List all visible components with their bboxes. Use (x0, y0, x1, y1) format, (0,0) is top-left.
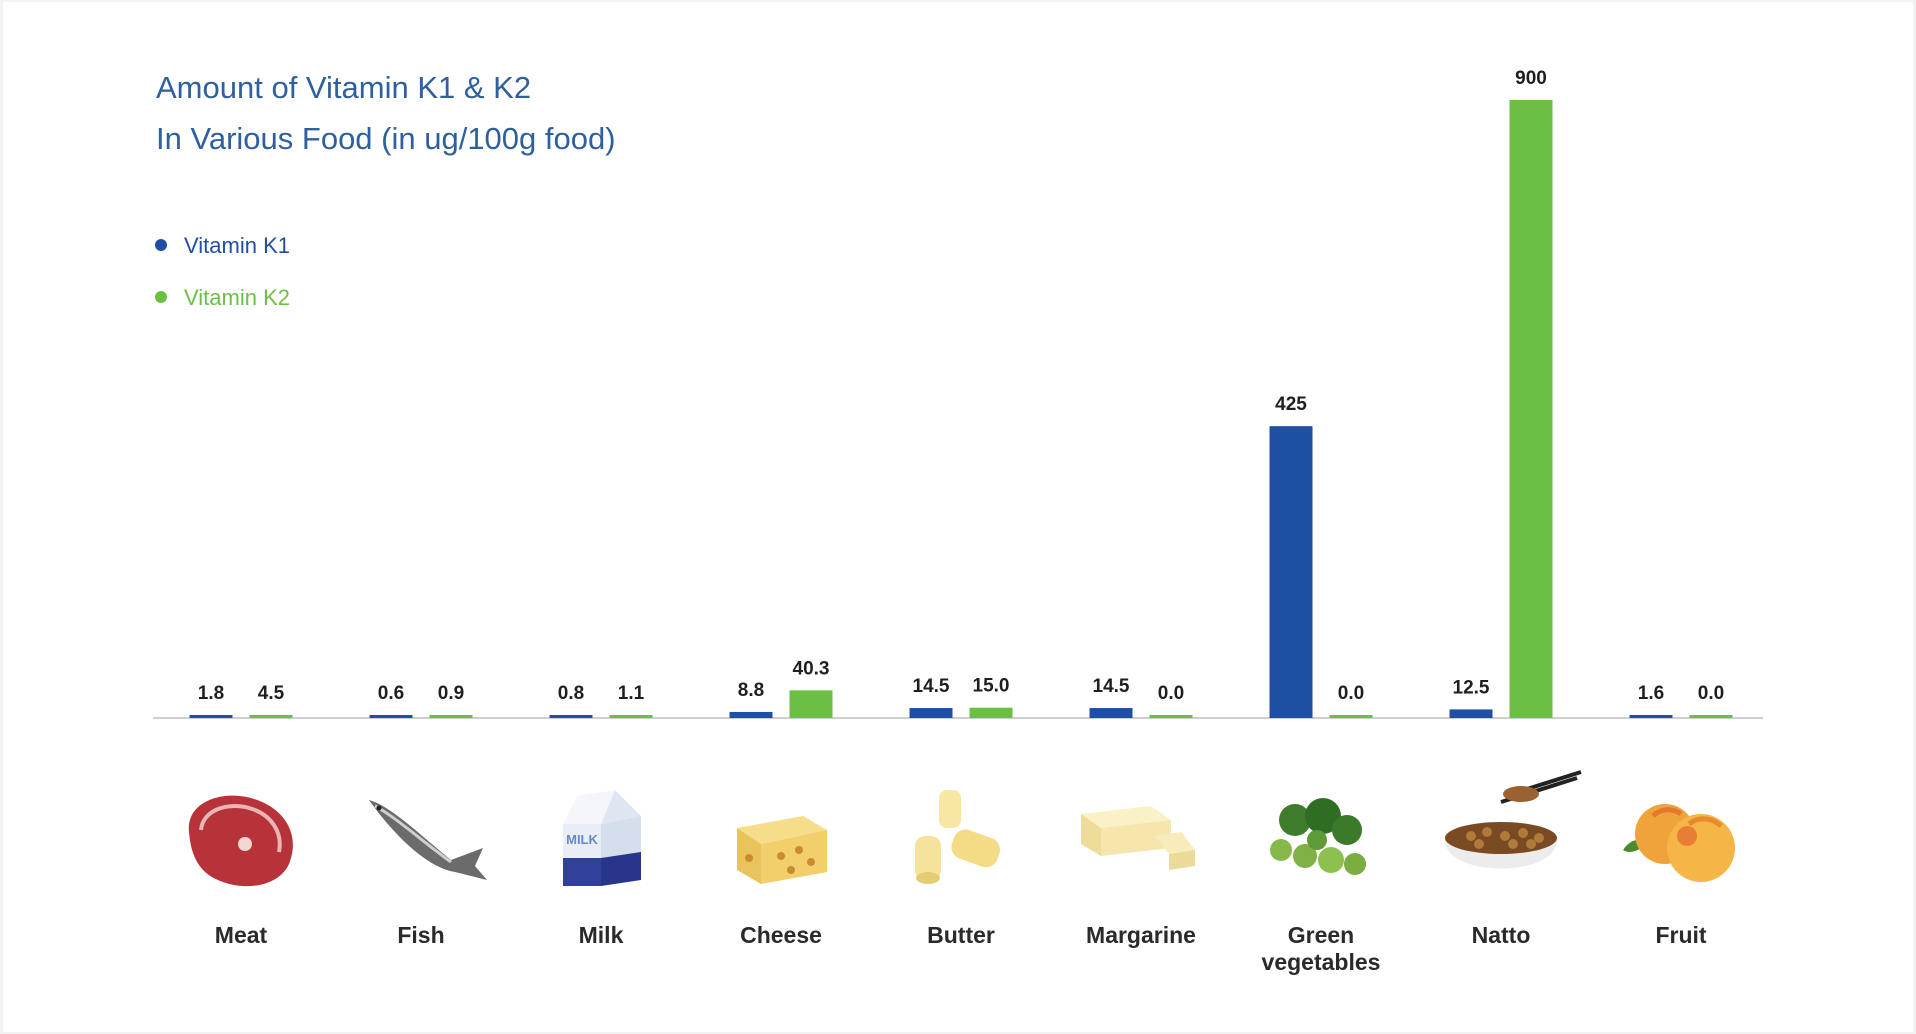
bar-k1-milk (549, 715, 593, 718)
legend: Vitamin K1 Vitamin K2 (155, 233, 290, 310)
category-label-milk: Milk (579, 922, 624, 948)
legend-item-k1: Vitamin K1 (155, 233, 290, 258)
bar-k1-meat (189, 715, 233, 718)
bar-k1-natto (1449, 709, 1493, 718)
bar-k2-fish (429, 715, 473, 718)
bar-k2-milk (609, 715, 653, 718)
bar-k1-butter (909, 708, 953, 718)
milk-carton-icon: MILK (563, 790, 641, 886)
bar-k1-green-vegetables (1269, 426, 1313, 718)
value-label-k1-green-vegetables: 425 (1275, 394, 1307, 415)
value-label-k1-fruit: 1.6 (1638, 683, 1664, 704)
fish-icon (369, 800, 487, 880)
bar-k2-fruit (1689, 715, 1733, 718)
food-icons-layer: MILK (188, 770, 1735, 887)
bar-k2-meat (249, 714, 293, 718)
value-label-k2-milk: 1.1 (618, 683, 645, 704)
bar-k2-natto (1509, 100, 1553, 718)
margarine-icon (1081, 806, 1195, 870)
chart-title-line-2: In Various Food (in ug/100g food) (156, 121, 616, 156)
value-label-k2-meat: 4.5 (258, 683, 285, 704)
peach-icon (1623, 804, 1735, 882)
bar-k1-fish (369, 715, 413, 718)
butter-icon (915, 790, 1000, 884)
legend-label-k2: Vitamin K2 (184, 285, 290, 310)
bar-k2-margarine (1149, 715, 1193, 718)
value-label-k2-green-vegetables: 0.0 (1338, 683, 1364, 704)
chart-card: Amount of Vitamin K1 & K2 In Various Foo… (3, 2, 1913, 1032)
value-label-k1-butter: 14.5 (913, 676, 950, 697)
chart-title-line-1: Amount of Vitamin K1 & K2 (156, 70, 531, 105)
vegetables-icon (1270, 798, 1366, 875)
value-label-k2-fish: 0.9 (438, 683, 464, 704)
bars-layer (189, 100, 1733, 718)
category-label-fruit: Fruit (1655, 922, 1706, 948)
category-label-butter: Butter (927, 922, 995, 948)
value-label-k1-margarine: 14.5 (1093, 676, 1130, 697)
category-label-fish: Fish (397, 922, 444, 948)
value-label-k1-meat: 1.8 (198, 683, 224, 704)
svg-text:MILK: MILK (566, 832, 598, 847)
bar-k2-green-vegetables (1329, 715, 1373, 718)
steak-icon (188, 795, 293, 887)
legend-dot-k2 (155, 291, 167, 303)
value-label-k1-fish: 0.6 (378, 683, 404, 704)
bar-k2-cheese (789, 690, 833, 718)
bar-k2-butter (969, 707, 1013, 718)
value-label-k2-cheese: 40.3 (793, 658, 830, 679)
cheese-icon (737, 816, 827, 884)
legend-item-k2: Vitamin K2 (155, 285, 290, 310)
legend-dot-k1 (155, 239, 167, 251)
bar-chart: Amount of Vitamin K1 & K2 In Various Foo… (153, 68, 1763, 975)
category-label-meat: Meat (215, 922, 268, 948)
category-label-green-vegetables: Green vegetables (1262, 922, 1381, 975)
chart-title: Amount of Vitamin K1 & K2 In Various Foo… (156, 70, 616, 156)
value-label-k1-cheese: 8.8 (738, 680, 764, 701)
bar-k1-cheese (729, 711, 773, 718)
value-label-k2-fruit: 0.0 (1698, 683, 1724, 704)
category-label-margarine: Margarine (1086, 922, 1196, 948)
category-labels-layer: Meat Fish Milk Cheese Butter Margarine Green ve… (215, 922, 1707, 975)
legend-label-k1: Vitamin K1 (184, 233, 290, 258)
value-label-k2-natto: 900 (1515, 68, 1547, 89)
category-label-natto: Natto (1472, 922, 1531, 948)
natto-bowl-icon (1445, 770, 1582, 869)
category-label-cheese: Cheese (740, 922, 822, 948)
value-labels-layer: 1.8 4.5 0.6 0.9 0.8 1.1 8.8 40.3 14.5 15.0 14.5 0.0… (198, 68, 1724, 704)
value-label-k2-margarine: 0.0 (1158, 683, 1184, 704)
value-label-k2-butter: 15.0 (973, 676, 1010, 697)
bar-k1-fruit (1629, 715, 1673, 718)
bar-k1-margarine (1089, 708, 1133, 718)
value-label-k1-milk: 0.8 (558, 683, 584, 704)
value-label-k1-natto: 12.5 (1453, 677, 1490, 698)
